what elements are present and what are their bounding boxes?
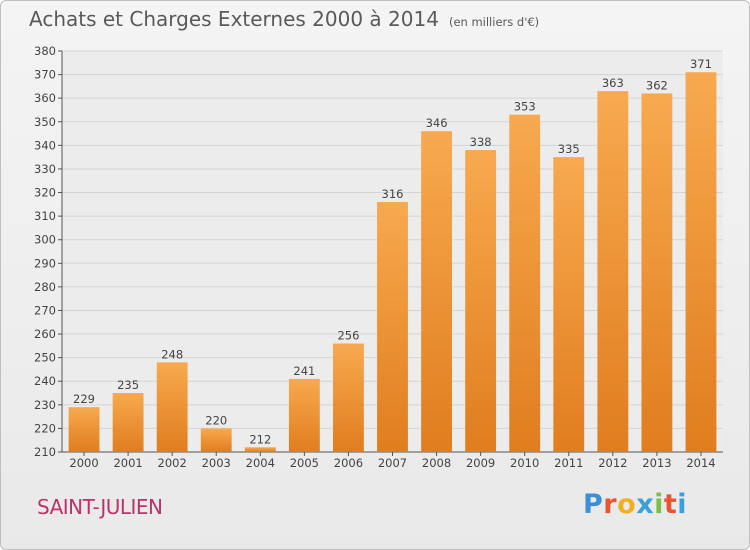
y-tick-label: 260 <box>34 327 56 341</box>
logo-letter: i <box>654 489 664 520</box>
bar-value-label: 241 <box>293 364 315 378</box>
bar <box>333 343 364 452</box>
y-tick-label: 230 <box>34 398 56 412</box>
bar <box>509 114 541 452</box>
bar <box>112 393 144 452</box>
y-tick-label: 370 <box>34 68 56 82</box>
bar-value-label: 316 <box>382 187 404 201</box>
y-tick-label: 320 <box>34 186 56 200</box>
y-tick-label: 280 <box>34 280 56 294</box>
bar-value-label: 256 <box>337 328 359 342</box>
x-tick-label: 2000 <box>69 456 98 470</box>
x-tick-label: 2005 <box>290 456 319 470</box>
x-tick-label: 2011 <box>554 456 583 470</box>
bar <box>244 447 276 452</box>
x-tick-label: 2007 <box>378 456 407 470</box>
place-name: SAINT-JULIEN <box>37 495 163 519</box>
bar-value-label: 353 <box>514 100 536 114</box>
chart-title-text: Achats et Charges Externes 2000 à 2014 <box>29 7 439 31</box>
x-tick-label: 2006 <box>334 456 363 470</box>
chart-title: Achats et Charges Externes 2000 à 2014 (e… <box>29 7 539 31</box>
bar-value-label: 363 <box>602 76 624 90</box>
bar-value-label: 229 <box>73 392 95 406</box>
bar <box>68 407 100 452</box>
bar-value-label: 335 <box>558 142 580 156</box>
y-tick-label: 270 <box>34 303 56 317</box>
y-tick-label: 210 <box>34 445 56 459</box>
bar-value-label: 362 <box>646 78 668 92</box>
logo-letter: t <box>663 489 678 520</box>
bar-value-label: 248 <box>161 347 183 361</box>
bar <box>465 150 497 452</box>
bar <box>421 131 452 452</box>
logo-letter: o <box>617 489 637 520</box>
x-tick-label: 2010 <box>510 456 539 470</box>
x-tick-label: 2002 <box>158 456 187 470</box>
chart-subtitle: (en milliers d'€) <box>448 15 540 29</box>
x-tick-label: 2009 <box>466 456 495 470</box>
y-tick-label: 310 <box>34 209 56 223</box>
y-tick-label: 340 <box>34 138 56 152</box>
x-tick-label: 2014 <box>686 456 715 470</box>
bar <box>597 91 629 452</box>
x-tick-label: 2013 <box>642 456 671 470</box>
proxiti-logo: Proxiti <box>583 489 687 520</box>
y-tick-label: 350 <box>34 115 56 129</box>
logo-letter: r <box>603 489 618 520</box>
bar-value-label: 371 <box>690 57 712 71</box>
bar <box>200 428 232 452</box>
x-tick-label: 2001 <box>113 456 142 470</box>
y-tick-label: 290 <box>34 256 56 270</box>
bar-value-label: 212 <box>249 432 271 446</box>
bar <box>156 362 188 452</box>
x-tick-label: 2003 <box>202 456 231 470</box>
y-tick-label: 360 <box>34 91 56 105</box>
y-tick-label: 240 <box>34 374 56 388</box>
bar-value-label: 220 <box>205 413 227 427</box>
y-tick-label: 250 <box>34 351 56 365</box>
logo-letter: P <box>583 489 604 520</box>
y-tick-label: 220 <box>34 421 56 435</box>
bar <box>553 157 585 452</box>
bar <box>288 378 320 452</box>
bar <box>377 201 408 452</box>
x-tick-label: 2004 <box>246 456 275 470</box>
bar <box>685 72 717 453</box>
y-tick-label: 300 <box>34 233 56 247</box>
logo-letter: x <box>636 489 655 520</box>
logo-letter: i <box>677 489 688 520</box>
bar-value-label: 346 <box>426 116 448 130</box>
x-tick-label: 2012 <box>598 456 627 470</box>
y-tick-label: 380 <box>34 44 56 58</box>
y-tick-label: 330 <box>34 162 56 176</box>
bar <box>641 93 673 452</box>
bar-value-label: 338 <box>470 135 492 149</box>
bar-value-label: 235 <box>117 378 139 392</box>
x-tick-label: 2008 <box>422 456 451 470</box>
